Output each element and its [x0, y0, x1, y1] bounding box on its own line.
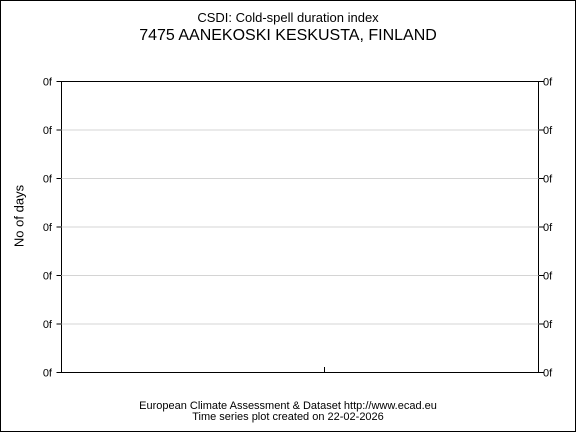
y-tick-label-right: 0f [543, 271, 553, 283]
y-tick-label-right: 0f [543, 368, 553, 380]
y-tick-label-left: 0f [43, 319, 53, 331]
y-tick-label-right: 0f [543, 174, 553, 186]
footer-source: European Climate Assessment & Dataset ht… [139, 400, 437, 412]
y-tick-label-left: 0f [43, 222, 53, 234]
chart-subtitle: 7475 AANEKOSKI KESKUSTA, FINLAND [139, 27, 437, 44]
chart-title: CSDI: Cold-spell duration index [197, 10, 379, 25]
y-tick-label-left: 0f [43, 368, 53, 380]
y-tick-label-left: 0f [43, 174, 53, 186]
y-tick-label-right: 0f [543, 125, 553, 137]
footer-created: Time series plot created on 22-02-2026 [192, 411, 384, 423]
y-tick-label-right: 0f [543, 77, 553, 89]
y-tick-label-left: 0f [43, 125, 53, 137]
y-tick-label-right: 0f [543, 319, 553, 331]
y-tick-label-right: 0f [543, 222, 553, 234]
y-tick-label-left: 0f [43, 271, 53, 283]
y-tick-label-left: 0f [43, 77, 53, 89]
